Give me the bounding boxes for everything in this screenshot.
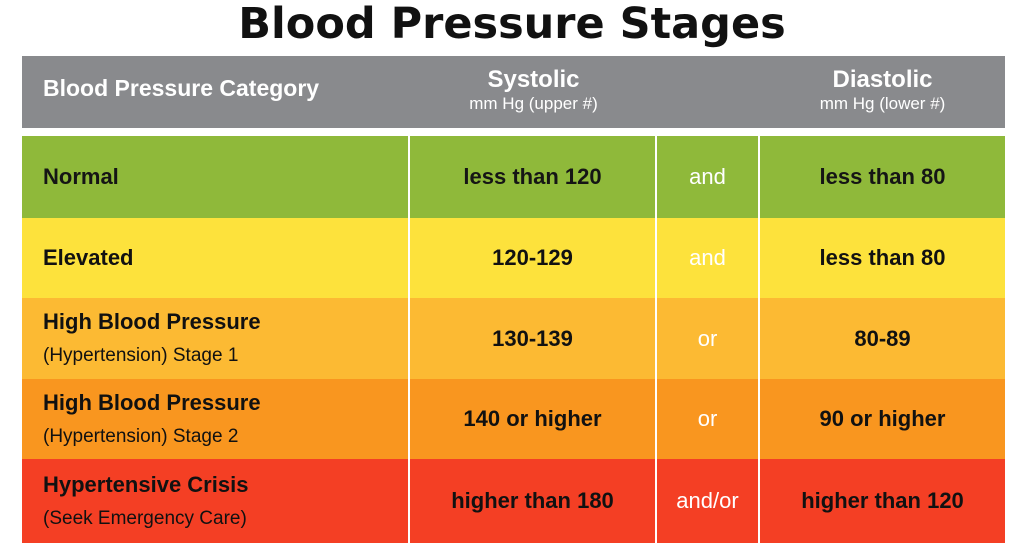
conjunction-cell: and/or [657, 459, 760, 543]
category-cell: High Blood Pressure (Hypertension) Stage… [22, 379, 410, 459]
conjunction-cell: or [657, 379, 760, 459]
bp-stages-table: Blood Pressure Category Systolic mm Hg (… [22, 56, 1005, 543]
table-row-elevated: Elevated 120-129 and less than 80 [22, 218, 1005, 298]
header-systolic-label: Systolic [487, 66, 580, 93]
table-header: Blood Pressure Category Systolic mm Hg (… [22, 56, 1005, 128]
table-row-normal: Normal less than 120 and less than 80 [22, 136, 1005, 218]
category-cell: Elevated [22, 218, 410, 298]
systolic-cell: 130-139 [410, 298, 657, 379]
systolic-cell: 120-129 [410, 218, 657, 298]
diastolic-cell: higher than 120 [801, 488, 964, 513]
header-diastolic-unit: mm Hg (lower #) [819, 94, 946, 113]
category-cell: High Blood Pressure (Hypertension) Stage… [22, 298, 410, 379]
conjunction-cell: and [657, 136, 760, 218]
diastolic-cell: less than 80 [819, 164, 946, 189]
conjunction-cell: or [657, 298, 760, 379]
header-gap [22, 128, 1005, 136]
header-diastolic: Diastolic mm Hg (lower #) [760, 56, 1005, 128]
diastolic-cell: less than 80 [819, 245, 946, 270]
conjunction-cell: and [657, 218, 760, 298]
category-subtitle: (Seek Emergency Care) [43, 507, 247, 529]
header-systolic: Systolic mm Hg (upper #) [410, 56, 657, 128]
category-subtitle: (Hypertension) Stage 2 [43, 425, 239, 447]
category-subtitle: (Hypertension) Stage 1 [43, 345, 239, 366]
systolic-cell: 140 or higher [410, 379, 657, 459]
systolic-cell: less than 120 [410, 136, 657, 218]
category-name: High Blood Pressure [43, 389, 261, 415]
systolic-cell: higher than 180 [410, 459, 657, 543]
page-title: Blood Pressure Stages [238, 0, 786, 49]
category-name: Elevated [43, 245, 134, 270]
table-row-stage-2: High Blood Pressure (Hypertension) Stage… [22, 379, 1005, 459]
header-category: Blood Pressure Category [43, 75, 320, 101]
category-cell: Hypertensive Crisis (Seek Emergency Care… [22, 459, 410, 543]
header-systolic-unit: mm Hg (upper #) [469, 94, 598, 113]
table-row-stage-1: High Blood Pressure (Hypertension) Stage… [22, 298, 1005, 379]
category-name: Normal [43, 164, 119, 189]
diastolic-cell: 90 or higher [819, 406, 946, 431]
category-name: Hypertensive Crisis [43, 471, 249, 497]
category-cell: Normal [22, 136, 410, 218]
diastolic-cell: 80-89 [854, 325, 911, 351]
category-name: High Blood Pressure [43, 309, 261, 334]
table-row-crisis: Hypertensive Crisis (Seek Emergency Care… [22, 459, 1005, 543]
header-diastolic-label: Diastolic [832, 66, 933, 93]
